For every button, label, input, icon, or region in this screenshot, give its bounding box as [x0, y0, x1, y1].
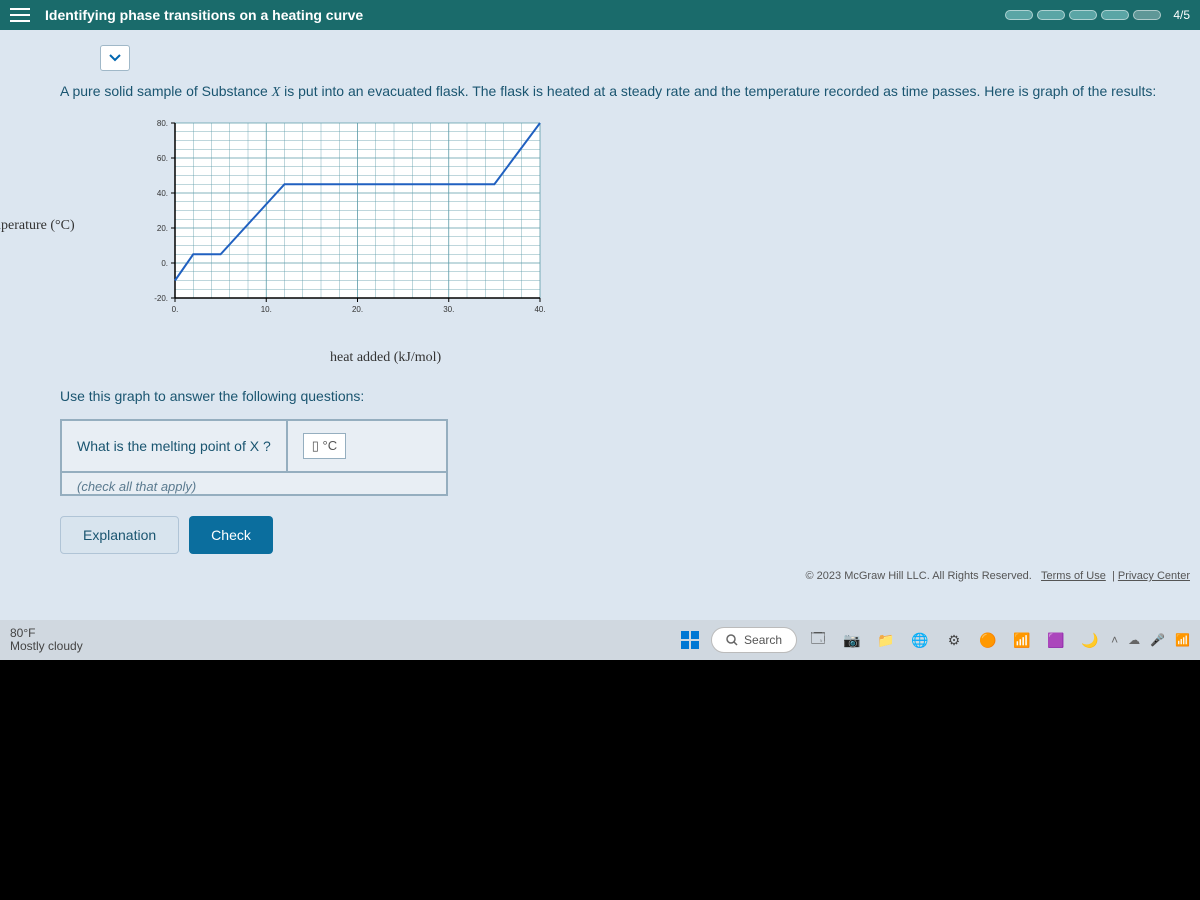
- search-icon: [726, 634, 738, 646]
- svg-text:60.: 60.: [157, 154, 168, 163]
- wifi-icon[interactable]: 📶: [1175, 633, 1190, 647]
- svg-text:0.: 0.: [172, 305, 179, 314]
- progress-indicator: 4/5: [1005, 8, 1190, 22]
- svg-text:40.: 40.: [157, 189, 168, 198]
- svg-text:10.: 10.: [261, 305, 272, 314]
- progress-pill: [1005, 10, 1033, 20]
- table-row: What is the melting point of X ? ▯ °C: [61, 420, 447, 472]
- content-area: A pure solid sample of Substance X is pu…: [0, 81, 1200, 554]
- check-all-hint: (check all that apply): [61, 472, 447, 495]
- system-tray[interactable]: ˄ ☁ 🎤 📶: [1111, 633, 1190, 647]
- terms-link[interactable]: Terms of Use: [1041, 570, 1106, 582]
- question-prompt: What is the melting point of X ?: [61, 420, 287, 472]
- cloud-icon[interactable]: ☁: [1128, 633, 1140, 647]
- followup-text: Use this graph to answer the following q…: [60, 388, 1180, 404]
- table-row: (check all that apply): [61, 472, 447, 495]
- task-app-icon[interactable]: 📷: [839, 627, 865, 653]
- task-app-icon[interactable]: 📁: [873, 627, 899, 653]
- progress-pill: [1101, 10, 1129, 20]
- progress-text: 4/5: [1173, 8, 1190, 22]
- task-app-icon[interactable]: 🟠: [975, 627, 1001, 653]
- progress-pill: [1133, 10, 1161, 20]
- task-app-icon[interactable]: 🟪: [1043, 627, 1069, 653]
- progress-pill: [1037, 10, 1065, 20]
- tray-chevron-icon[interactable]: ˄: [1111, 633, 1118, 647]
- footer-bar: © 2023 McGraw Hill LLC. All Rights Reser…: [806, 570, 1191, 582]
- search-input[interactable]: Search: [711, 627, 797, 653]
- desktop-background: [0, 660, 1200, 900]
- temperature-input[interactable]: ▯ °C: [303, 433, 346, 459]
- chevron-down-icon: [109, 54, 121, 62]
- explanation-button[interactable]: Explanation: [60, 516, 179, 554]
- weather-condition: Mostly cloudy: [10, 640, 83, 653]
- progress-pill: [1069, 10, 1097, 20]
- svg-text:40.: 40.: [534, 305, 545, 314]
- app-window: Identifying phase transitions on a heati…: [0, 0, 1200, 620]
- start-icon[interactable]: [677, 627, 703, 653]
- svg-text:0.: 0.: [161, 259, 168, 268]
- heating-curve-chart: temperature (°C) heat added (kJ/mol) 0.1…: [115, 118, 675, 343]
- svg-text:30.: 30.: [443, 305, 454, 314]
- task-app-icon[interactable]: 📶: [1009, 627, 1035, 653]
- privacy-link[interactable]: Privacy Center: [1118, 570, 1190, 582]
- y-axis-label: temperature (°C): [0, 218, 75, 234]
- dropdown-toggle[interactable]: [100, 45, 130, 71]
- svg-text:80.: 80.: [157, 119, 168, 128]
- button-row: Explanation Check: [60, 516, 1180, 554]
- svg-text:20.: 20.: [352, 305, 363, 314]
- task-app-icon[interactable]: ⚙: [941, 627, 967, 653]
- menu-icon[interactable]: [10, 8, 30, 22]
- task-app-icon[interactable]: 🌙: [1077, 627, 1103, 653]
- svg-text:20.: 20.: [157, 224, 168, 233]
- header-bar: Identifying phase transitions on a heati…: [0, 0, 1200, 30]
- chart-svg: 0. 10. 20. 30. 40. -20. 0. 20. 40. 60. 80.: [145, 118, 565, 338]
- task-app-icon[interactable]: 🌐: [907, 627, 933, 653]
- task-app-icon[interactable]: 🗔: [805, 627, 831, 653]
- x-axis-label: heat added (kJ/mol): [330, 350, 441, 366]
- page-title: Identifying phase transitions on a heati…: [45, 7, 363, 23]
- copyright-text: © 2023 McGraw Hill LLC. All Rights Reser…: [806, 570, 1032, 582]
- answer-cell[interactable]: ▯ °C: [287, 420, 447, 472]
- problem-statement: A pure solid sample of Substance X is pu…: [60, 81, 1180, 103]
- mic-icon[interactable]: 🎤: [1150, 633, 1165, 647]
- svg-text:-20.: -20.: [154, 294, 168, 303]
- check-button[interactable]: Check: [189, 516, 273, 554]
- question-table: What is the melting point of X ? ▯ °C (c…: [60, 419, 448, 496]
- search-label: Search: [744, 633, 782, 647]
- weather-widget[interactable]: 80°F Mostly cloudy: [10, 627, 83, 653]
- windows-taskbar: 80°F Mostly cloudy Search 🗔 📷 📁 🌐 ⚙ 🟠 📶 …: [0, 620, 1200, 660]
